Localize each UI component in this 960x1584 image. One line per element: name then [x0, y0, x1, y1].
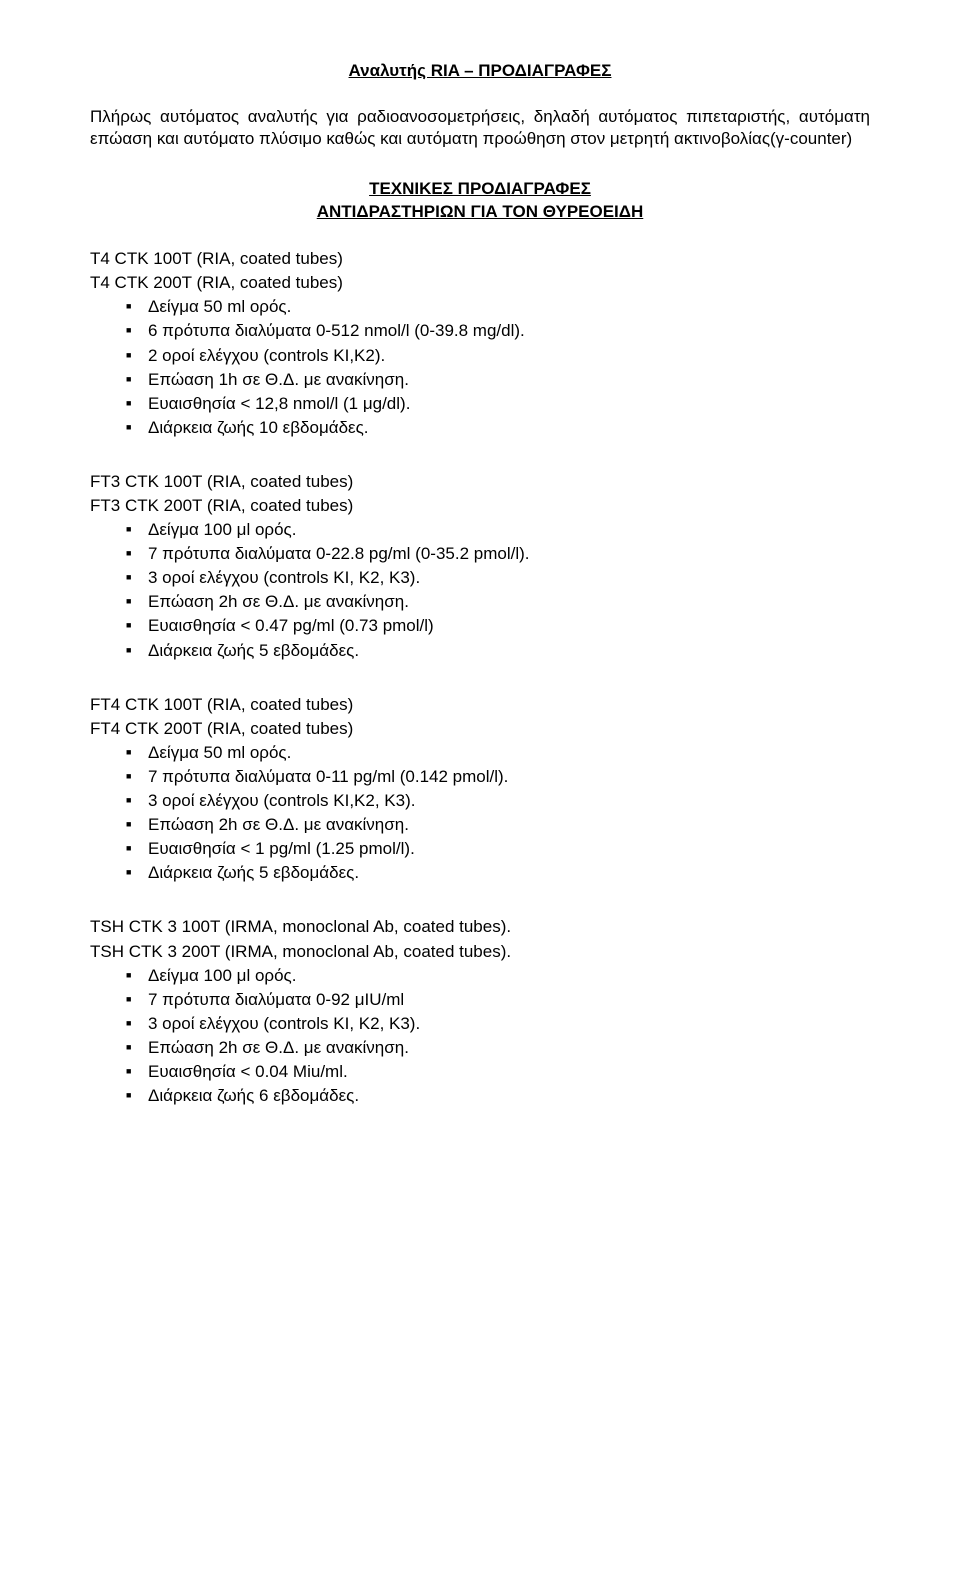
spec-list-item: 7 πρότυπα διαλύματα 0-11 pg/ml (0.142 pm…	[126, 766, 870, 788]
spec-block-header: T4 CTK 200T (RIA, coated tubes)	[90, 272, 870, 294]
section-heading: ΤΕΧΝΙΚΕΣ ΠΡΟΔΙΑΓΡΑΦΕΣ ΑΝΤΙΔΡΑΣΤΗΡΙΩΝ ΓΙΑ…	[90, 178, 870, 224]
section-heading-line2: ΑΝΤΙΔΡΑΣΤΗΡΙΩΝ ΓΙΑ ΤΟΝ ΘΥΡΕΟΕΙΔΗ	[90, 201, 870, 224]
spec-list: Δείγμα 100 μl ορός.7 πρότυπα διαλύματα 0…	[90, 519, 870, 662]
section-heading-line1: ΤΕΧΝΙΚΕΣ ΠΡΟΔΙΑΓΡΑΦΕΣ	[90, 178, 870, 201]
spec-block: FT4 CTK 100T (RIA, coated tubes)FT4 CTK …	[90, 694, 870, 885]
spec-list-item: 6 πρότυπα διαλύματα 0-512 nmol/l (0-39.8…	[126, 320, 870, 342]
spec-block-header: TSH CTK 3 200T (IRMA, monoclonal Ab, coa…	[90, 941, 870, 963]
spec-list-item: Δείγμα 100 μl ορός.	[126, 519, 870, 541]
spec-block: FT3 CTK 100T (RIA, coated tubes)FT3 CTK …	[90, 471, 870, 662]
spec-list-item: Διάρκεια ζωής 5 εβδομάδες.	[126, 862, 870, 884]
spec-list-item: Επώαση 2h σε Θ.Δ. με ανακίνηση.	[126, 1037, 870, 1059]
spec-list-item: 7 πρότυπα διαλύματα 0-92 μIU/ml	[126, 989, 870, 1011]
spec-list-item: Δείγμα 100 μl ορός.	[126, 965, 870, 987]
intro-paragraph: Πλήρως αυτόματος αναλυτής για ραδιοανοσο…	[90, 106, 870, 150]
spec-list-item: Διάρκεια ζωής 5 εβδομάδες.	[126, 640, 870, 662]
spec-list-item: Ευαισθησία < 12,8 nmol/l (1 μg/dl).	[126, 393, 870, 415]
spec-block-header: T4 CTK 100T (RIA, coated tubes)	[90, 248, 870, 270]
spec-list-item: Δείγμα 50 ml ορός.	[126, 742, 870, 764]
spec-list-item: Διάρκεια ζωής 6 εβδομάδες.	[126, 1085, 870, 1107]
spec-list-item: 7 πρότυπα διαλύματα 0-22.8 pg/ml (0-35.2…	[126, 543, 870, 565]
spec-block-header: FT3 CTK 100T (RIA, coated tubes)	[90, 471, 870, 493]
spec-list-item: Ευαισθησία < 0.47 pg/ml (0.73 pmol/l)	[126, 615, 870, 637]
spec-list-item: Επώαση 2h σε Θ.Δ. με ανακίνηση.	[126, 814, 870, 836]
spec-list-item: Ευαισθησία < 1 pg/ml (1.25 pmol/l).	[126, 838, 870, 860]
spec-list-item: Διάρκεια ζωής 10 εβδομάδες.	[126, 417, 870, 439]
spec-block: T4 CTK 100T (RIA, coated tubes)T4 CTK 20…	[90, 248, 870, 439]
spec-list-item: Ευαισθησία < 0.04 Miu/ml.	[126, 1061, 870, 1083]
spec-list: Δείγμα 100 μl ορός.7 πρότυπα διαλύματα 0…	[90, 965, 870, 1108]
spec-list-item: 3 οροί ελέγχου (controls KI,Κ2, K3).	[126, 790, 870, 812]
spec-block-header: TSH CTK 3 100T (IRMA, monoclonal Ab, coa…	[90, 916, 870, 938]
spec-block-header: FT3 CTK 200T (RIA, coated tubes)	[90, 495, 870, 517]
spec-list: Δείγμα 50 ml ορός.6 πρότυπα διαλύματα 0-…	[90, 296, 870, 439]
spec-list-item: Επώαση 1h σε Θ.Δ. με ανακίνηση.	[126, 369, 870, 391]
spec-list-item: Επώαση 2h σε Θ.Δ. με ανακίνηση.	[126, 591, 870, 613]
spec-list: Δείγμα 50 ml ορός.7 πρότυπα διαλύματα 0-…	[90, 742, 870, 885]
document-title: Αναλυτής RIA – ΠΡΟΔΙΑΓΡΑΦΕΣ	[90, 60, 870, 82]
spec-block-header: FT4 CTK 100T (RIA, coated tubes)	[90, 694, 870, 716]
spec-blocks-container: T4 CTK 100T (RIA, coated tubes)T4 CTK 20…	[90, 248, 870, 1107]
spec-block: TSH CTK 3 100T (IRMA, monoclonal Ab, coa…	[90, 916, 870, 1107]
spec-list-item: 2 οροί ελέγχου (controls ΚΙ,Κ2).	[126, 345, 870, 367]
spec-list-item: Δείγμα 50 ml ορός.	[126, 296, 870, 318]
spec-list-item: 3 οροί ελέγχου (controls KI, K2, K3).	[126, 567, 870, 589]
spec-block-header: FT4 CTK 200T (RIA, coated tubes)	[90, 718, 870, 740]
spec-list-item: 3 οροί ελέγχου (controls KI, K2, K3).	[126, 1013, 870, 1035]
